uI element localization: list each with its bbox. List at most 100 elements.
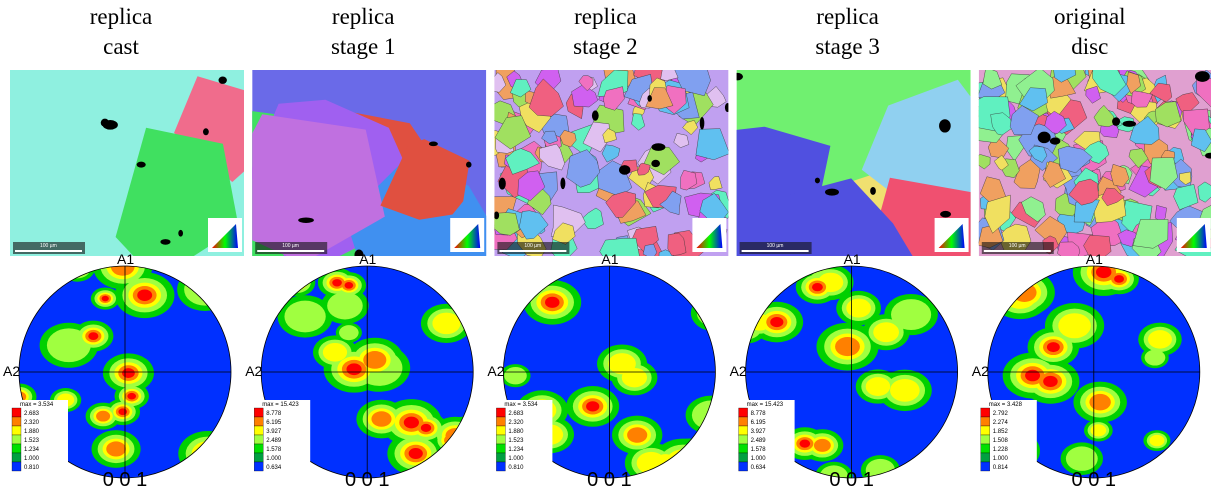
legend-level: 2.320 — [24, 420, 40, 426]
scale-label: 100 µm — [524, 243, 541, 249]
panel-title: disc — [1071, 34, 1108, 59]
pore — [429, 142, 438, 147]
axis-label: A2 — [487, 363, 504, 379]
intensity-contour — [455, 428, 475, 443]
legend-max: max = 3.534 — [20, 402, 54, 408]
legend-level: 1.523 — [508, 438, 524, 444]
pole-label: 0 0 1 — [829, 469, 873, 488]
legend-swatch — [254, 453, 263, 462]
legend-level: 1.508 — [993, 438, 1009, 444]
legend-level: 1.852 — [993, 429, 1009, 435]
legend-level: 2.274 — [993, 420, 1009, 426]
legend-swatch — [981, 435, 990, 444]
axis-label: A2 — [972, 363, 989, 379]
axis-label: A1 — [359, 251, 376, 267]
intensity-contour — [1096, 266, 1111, 278]
intensity-contour — [1149, 435, 1164, 446]
orientation-map: 100 µm — [481, 51, 731, 270]
legend-level: 2.320 — [508, 420, 524, 426]
legend-level: 1.000 — [993, 456, 1009, 462]
pole-label: 0 0 1 — [345, 469, 389, 488]
panel-title: stage 3 — [815, 34, 880, 59]
intensity-contour — [742, 275, 753, 284]
legend-level: 3.927 — [751, 429, 767, 435]
intensity-contour — [345, 282, 354, 289]
legend-level: 1.234 — [24, 447, 40, 453]
pore — [160, 239, 170, 245]
legend-swatch — [254, 408, 263, 417]
legend-level: 6.195 — [751, 420, 767, 426]
panel-title: stage 1 — [331, 34, 396, 59]
intensity-contour — [409, 448, 423, 459]
legend-level: 1.000 — [266, 456, 282, 462]
legend-swatch — [12, 408, 21, 417]
intensity-contour — [890, 379, 920, 402]
legend-level: 1.000 — [24, 456, 40, 462]
scale-label: 100 µm — [40, 243, 57, 249]
pore — [499, 178, 506, 190]
legend-swatch — [739, 435, 748, 444]
legend-level: 1.880 — [24, 429, 40, 435]
intensity-contour — [660, 445, 707, 481]
intensity-contour — [800, 440, 811, 448]
legend-level: 0.810 — [508, 465, 524, 471]
legend-swatch — [981, 417, 990, 426]
intensity-contour — [1047, 342, 1060, 352]
legend-swatch — [981, 444, 990, 453]
intensity-contour — [323, 343, 347, 362]
intensity-contour — [1089, 394, 1110, 410]
panel: replicastage 1100 µmA1A2max = 15.4238.77… — [201, 4, 509, 488]
axis-label: A2 — [245, 363, 262, 379]
intensity-contour — [346, 363, 361, 375]
panel: replicastage 2100 µmA1A2max = 3.5342.683… — [481, 4, 738, 488]
axis-label: A2 — [730, 363, 747, 379]
intensity-contour — [192, 441, 224, 466]
legend-level: 8.778 — [266, 411, 282, 417]
intensity-contour — [96, 411, 110, 422]
intensity-contour — [627, 427, 647, 442]
axis-label: A2 — [3, 363, 20, 379]
intensity-contour — [332, 279, 342, 286]
intensity-contour — [1145, 350, 1166, 366]
intensity-contour — [363, 351, 386, 369]
intensity-contour — [660, 438, 720, 484]
axis-label: A1 — [844, 251, 861, 267]
legend-level: 2.683 — [508, 411, 524, 417]
panel-title: replica — [332, 4, 395, 29]
panel-title: cast — [103, 34, 139, 59]
legend-swatch — [12, 426, 21, 435]
intensity-contour — [697, 299, 733, 326]
pore — [178, 230, 183, 237]
intensity-contour — [866, 377, 890, 396]
intensity-contour — [284, 301, 325, 333]
intensity-contour — [1066, 446, 1098, 470]
intensity-contour — [1012, 283, 1036, 302]
grain — [488, 213, 519, 236]
pore — [203, 128, 209, 135]
intensity-contour — [693, 261, 725, 286]
intensity-contour — [339, 325, 359, 340]
intensity-contour — [666, 449, 700, 475]
intensity-contour — [545, 297, 559, 308]
pore — [732, 73, 743, 81]
intensity-contour — [106, 441, 126, 456]
intensity-contour — [700, 267, 717, 280]
legend-swatch — [12, 453, 21, 462]
pore — [825, 189, 839, 196]
axis-label: A1 — [601, 251, 618, 267]
legend-swatch — [496, 435, 505, 444]
pore — [494, 212, 499, 220]
pore — [560, 177, 565, 189]
intensity-contour — [1148, 330, 1172, 348]
legend-swatch — [739, 408, 748, 417]
intensity-contour — [814, 439, 831, 452]
intensity-contour — [846, 299, 871, 318]
legend-level: 1.523 — [24, 438, 40, 444]
legend-level: 0.634 — [751, 465, 767, 471]
intensity-contour — [290, 277, 304, 288]
legend-swatch — [254, 462, 263, 471]
pore — [700, 117, 705, 130]
pore — [219, 76, 227, 83]
intensity-contour — [1114, 275, 1124, 283]
